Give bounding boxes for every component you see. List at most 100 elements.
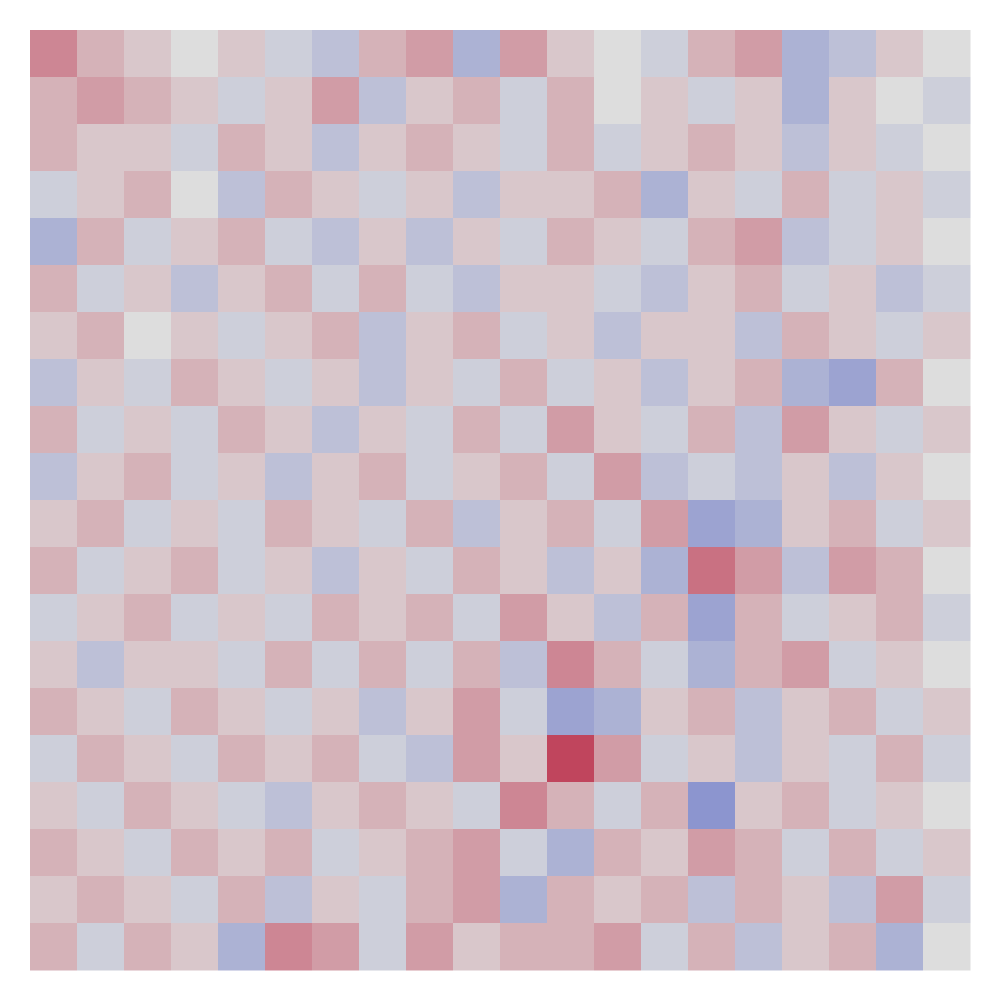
heatmap-cell <box>124 265 172 313</box>
heatmap-cell <box>688 171 736 219</box>
heatmap-cell <box>829 641 877 689</box>
heatmap-cell <box>547 124 595 172</box>
heatmap-cell <box>782 829 830 877</box>
heatmap-cell <box>453 500 501 548</box>
heatmap-cell <box>453 782 501 830</box>
heatmap-cell <box>829 782 877 830</box>
heatmap-cell <box>923 735 971 783</box>
heatmap-cell <box>876 218 924 266</box>
heatmap-cell <box>171 641 219 689</box>
heatmap-cell <box>359 782 407 830</box>
heatmap-cell <box>547 218 595 266</box>
heatmap-cell <box>265 77 313 125</box>
heatmap-cell <box>124 359 172 407</box>
heatmap-cell <box>876 547 924 595</box>
heatmap-cell <box>735 876 783 924</box>
heatmap-cell <box>218 359 266 407</box>
heatmap-cell <box>829 829 877 877</box>
heatmap-cell <box>124 641 172 689</box>
heatmap-cell <box>218 876 266 924</box>
heatmap-cell <box>312 735 360 783</box>
heatmap-cell <box>876 171 924 219</box>
heatmap-cell <box>171 688 219 736</box>
heatmap-cell <box>547 30 595 78</box>
heatmap-cell <box>406 735 454 783</box>
heatmap-cell <box>171 829 219 877</box>
heatmap-cell <box>641 453 689 501</box>
heatmap-cell <box>312 359 360 407</box>
heatmap-cell <box>923 312 971 360</box>
heatmap-cell <box>171 453 219 501</box>
heatmap-cell <box>77 782 125 830</box>
heatmap-cell <box>923 124 971 172</box>
heatmap-cell <box>312 312 360 360</box>
heatmap-cell <box>500 453 548 501</box>
heatmap-cell <box>829 547 877 595</box>
heatmap-cell <box>77 171 125 219</box>
heatmap-cell <box>359 876 407 924</box>
heatmap-cell <box>735 265 783 313</box>
heatmap-cell <box>171 406 219 454</box>
heatmap-cell <box>406 171 454 219</box>
heatmap-cell <box>406 547 454 595</box>
heatmap-cell <box>453 923 501 971</box>
heatmap-cell <box>641 688 689 736</box>
heatmap-cell <box>312 923 360 971</box>
heatmap-cell <box>171 359 219 407</box>
heatmap-cell <box>406 876 454 924</box>
heatmap-cell <box>547 77 595 125</box>
heatmap-cell <box>735 30 783 78</box>
heatmap-cell <box>171 735 219 783</box>
heatmap-cell <box>923 641 971 689</box>
heatmap-cell <box>406 688 454 736</box>
heatmap-cell <box>876 735 924 783</box>
heatmap-cell <box>923 923 971 971</box>
heatmap-cell <box>30 30 78 78</box>
heatmap-cell <box>923 500 971 548</box>
heatmap-cell <box>876 30 924 78</box>
heatmap-cell <box>453 688 501 736</box>
heatmap-cell <box>735 923 783 971</box>
heatmap-cell <box>265 265 313 313</box>
heatmap-cell <box>735 218 783 266</box>
heatmap-cell <box>265 312 313 360</box>
heatmap-cell <box>77 124 125 172</box>
heatmap-cell <box>265 594 313 642</box>
heatmap-cell <box>688 782 736 830</box>
heatmap-cell <box>735 77 783 125</box>
heatmap-cell <box>77 77 125 125</box>
heatmap-cell <box>594 171 642 219</box>
heatmap-cell <box>312 594 360 642</box>
heatmap-cell <box>641 594 689 642</box>
heatmap-cell <box>500 594 548 642</box>
heatmap-cell <box>312 453 360 501</box>
heatmap-cell <box>782 312 830 360</box>
heatmap-cell <box>359 500 407 548</box>
heatmap-cell <box>923 406 971 454</box>
heatmap-cell <box>77 406 125 454</box>
heatmap-cell <box>547 876 595 924</box>
heatmap-cell <box>641 312 689 360</box>
heatmap-cell <box>124 876 172 924</box>
heatmap-cell <box>171 923 219 971</box>
heatmap-cell <box>406 30 454 78</box>
heatmap-cell <box>829 265 877 313</box>
heatmap-cell <box>688 500 736 548</box>
heatmap-cell <box>547 735 595 783</box>
heatmap-cell <box>688 641 736 689</box>
heatmap-cell <box>500 923 548 971</box>
heatmap-cell <box>782 782 830 830</box>
heatmap-cell <box>218 782 266 830</box>
heatmap-cell <box>688 688 736 736</box>
heatmap-cell <box>265 735 313 783</box>
heatmap-cell <box>171 124 219 172</box>
heatmap-cell <box>77 829 125 877</box>
heatmap-cell <box>124 218 172 266</box>
heatmap-cell <box>641 641 689 689</box>
heatmap-cell <box>359 312 407 360</box>
heatmap-cell <box>594 688 642 736</box>
heatmap-cell <box>265 453 313 501</box>
heatmap-cell <box>171 500 219 548</box>
heatmap-cell <box>218 312 266 360</box>
heatmap-cell <box>406 218 454 266</box>
